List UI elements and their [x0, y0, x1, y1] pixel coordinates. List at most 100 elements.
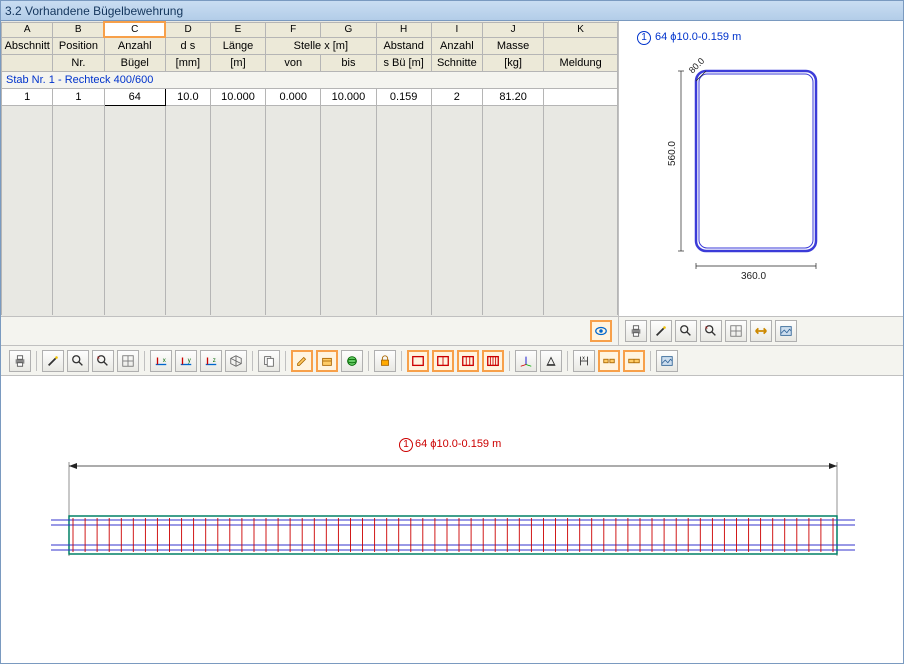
table-scroll[interactable]: ABCDEFGHIJK AbschnittPositionAnzahld sLä…: [1, 21, 618, 317]
col-header[interactable]: Anzahl: [104, 37, 165, 54]
support-icon[interactable]: [540, 350, 562, 372]
data-table[interactable]: ABCDEFGHIJK AbschnittPositionAnzahld sLä…: [1, 21, 618, 315]
col-header[interactable]: Länge: [210, 37, 265, 54]
col-subheader[interactable]: Schnitte: [431, 54, 482, 71]
svg-text:z: z: [213, 356, 216, 363]
table-row[interactable]: 116410.010.0000.00010.0000.159281.20: [2, 88, 618, 105]
table-cell[interactable]: 10.000: [321, 88, 376, 105]
zoom-reset-icon[interactable]: ×: [700, 320, 722, 342]
table-cell[interactable]: 10.000: [210, 88, 265, 105]
col-letter[interactable]: E: [210, 22, 265, 37]
lower-panel: × x y z x: [1, 345, 903, 663]
preview-toolbar: ×: [619, 317, 903, 345]
col-subheader[interactable]: bis: [321, 54, 376, 71]
col-subheader[interactable]: [m]: [210, 54, 265, 71]
preview-drawing: 164 ϕ10.0-0.159 m 80.0: [619, 21, 903, 317]
col-letter[interactable]: K: [544, 22, 618, 37]
col-letter[interactable]: C: [104, 22, 165, 37]
globe-icon[interactable]: [341, 350, 363, 372]
profile-drawing: 164 ϕ10.0-0.159 m: [1, 376, 903, 663]
print-icon[interactable]: [9, 350, 31, 372]
col-letter[interactable]: A: [2, 22, 53, 37]
table-cell[interactable]: 10.0: [165, 88, 210, 105]
panel-3-icon[interactable]: [457, 350, 479, 372]
col-header[interactable]: Stelle x [m]: [266, 37, 376, 54]
arrows-icon[interactable]: [750, 320, 772, 342]
col-letter[interactable]: F: [266, 22, 321, 37]
edit-icon[interactable]: [291, 350, 313, 372]
col-letter[interactable]: I: [431, 22, 482, 37]
table-toolbar: [1, 317, 618, 345]
lock-icon[interactable]: [374, 350, 396, 372]
panel-2-icon[interactable]: [432, 350, 454, 372]
preview-label: 164 ϕ10.0-0.159 m: [637, 31, 741, 45]
preview-pane: 164 ϕ10.0-0.159 m 80.0: [619, 21, 903, 345]
col-header[interactable]: Masse: [482, 37, 543, 54]
table-group-row[interactable]: Stab Nr. 1 - Rechteck 400/600: [2, 71, 618, 88]
view-toggle-button[interactable]: [590, 320, 612, 342]
print-icon[interactable]: [625, 320, 647, 342]
svg-text:×: ×: [97, 355, 100, 361]
pic-icon[interactable]: [656, 350, 678, 372]
col-subheader[interactable]: [kg]: [482, 54, 543, 71]
zoom-icon[interactable]: [675, 320, 697, 342]
height-dim-text: 560.0: [667, 141, 678, 166]
panel-1-icon[interactable]: [407, 350, 429, 372]
axis-z-icon[interactable]: z: [200, 350, 222, 372]
col-header[interactable]: Position: [53, 37, 104, 54]
col-subheader[interactable]: Bügel: [104, 54, 165, 71]
package-icon[interactable]: [316, 350, 338, 372]
lower-toolbar: × x y z x: [1, 346, 903, 376]
table-cell[interactable]: 0.159: [376, 88, 431, 105]
wand-icon[interactable]: [42, 350, 64, 372]
axis-x-icon[interactable]: x: [150, 350, 172, 372]
col-subheader[interactable]: Meldung: [544, 54, 618, 71]
pic-icon[interactable]: [775, 320, 797, 342]
iso-icon[interactable]: [225, 350, 247, 372]
axis-y-icon[interactable]: y: [175, 350, 197, 372]
col-letter[interactable]: D: [165, 22, 210, 37]
axes3d-icon[interactable]: [515, 350, 537, 372]
col-letter[interactable]: G: [321, 22, 376, 37]
col-subheader[interactable]: [mm]: [165, 54, 210, 71]
svg-text:×: ×: [705, 325, 708, 331]
app-window: 3.2 Vorhandene Bügelbewehrung ABCDEFGHIJ…: [0, 0, 904, 664]
col-header[interactable]: d s: [165, 37, 210, 54]
svg-text:x: x: [163, 356, 166, 363]
segment-2-icon[interactable]: [623, 350, 645, 372]
col-letter[interactable]: J: [482, 22, 543, 37]
copy-icon[interactable]: [258, 350, 280, 372]
col-subheader[interactable]: Nr.: [53, 54, 104, 71]
grid-icon[interactable]: [117, 350, 139, 372]
segment-1-icon[interactable]: [598, 350, 620, 372]
table-cell[interactable]: 2: [431, 88, 482, 105]
panel-4-icon[interactable]: [482, 350, 504, 372]
svg-text:x: x: [582, 355, 585, 361]
svg-text:y: y: [188, 356, 192, 363]
col-header[interactable]: Anzahl: [431, 37, 482, 54]
zoom-icon[interactable]: [67, 350, 89, 372]
width-dim-text: 360.0: [741, 271, 766, 282]
table-cell[interactable]: 1: [2, 88, 53, 105]
col-subheader[interactable]: s Bü [m]: [376, 54, 431, 71]
table-cell[interactable]: 0.000: [266, 88, 321, 105]
dim-x-icon[interactable]: x: [573, 350, 595, 372]
col-header[interactable]: Abschnitt: [2, 37, 53, 54]
col-letter[interactable]: B: [53, 22, 104, 37]
table-pane: ABCDEFGHIJK AbschnittPositionAnzahld sLä…: [1, 21, 619, 345]
col-header[interactable]: Abstand: [376, 37, 431, 54]
col-header[interactable]: [544, 37, 618, 54]
window-title: 3.2 Vorhandene Bügelbewehrung: [1, 1, 903, 21]
grid-icon[interactable]: [725, 320, 747, 342]
col-subheader[interactable]: von: [266, 54, 321, 71]
col-letter[interactable]: H: [376, 22, 431, 37]
table-cell[interactable]: 1: [53, 88, 104, 105]
table-cell[interactable]: 64: [104, 88, 165, 105]
wand-icon[interactable]: [650, 320, 672, 342]
profile-svg: [11, 376, 891, 656]
upper-panel: ABCDEFGHIJK AbschnittPositionAnzahld sLä…: [1, 21, 903, 345]
table-cell[interactable]: 81.20: [482, 88, 543, 105]
zoom-reset-icon[interactable]: ×: [92, 350, 114, 372]
col-subheader[interactable]: [2, 54, 53, 71]
table-cell[interactable]: [544, 88, 618, 105]
